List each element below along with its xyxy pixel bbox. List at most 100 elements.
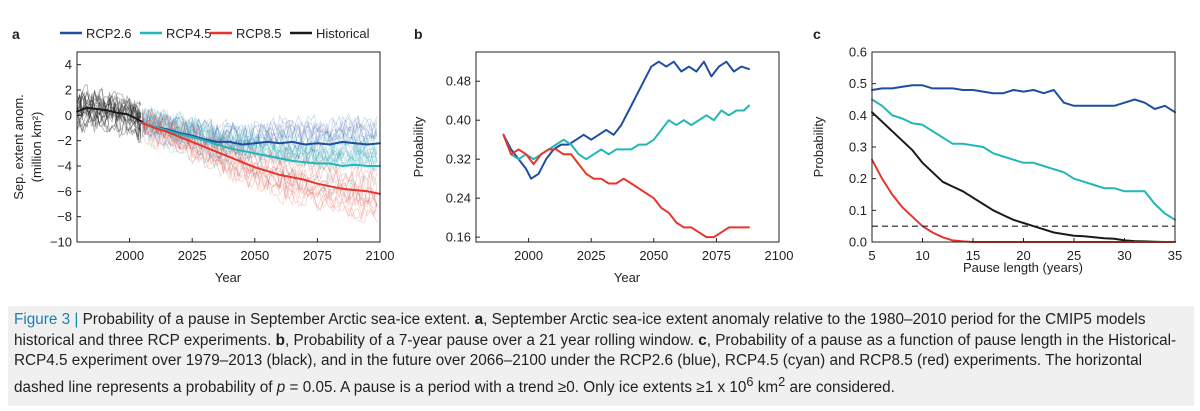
caption-p-symbol: p (276, 378, 286, 396)
legend-label-rcp45: RCP4.5 (166, 26, 212, 41)
x-tick-label: 2050 (240, 248, 269, 263)
y-axis: 0.48 0.40 0.32 0.24 0.16 (446, 74, 480, 245)
figure-caption: Figure 3 | Probability of a pause in Sep… (8, 306, 1194, 406)
ensemble-member-line (76, 88, 142, 115)
ensemble-member-line (76, 107, 142, 138)
ensemble-members (76, 84, 378, 223)
x-tick-label: 2050 (639, 248, 668, 263)
ensemble-member-line (141, 117, 378, 164)
ensemble-member-line (141, 122, 378, 220)
y-tick-label: 2 (65, 83, 72, 98)
panel-a: 2000 2025 2050 2075 2100 4 2 0 −2 −4 −6 −8 −10 Year… (11, 51, 394, 285)
plot-frame (475, 51, 780, 243)
ensemble-member-line (141, 111, 378, 165)
ensemble-member-line (141, 108, 378, 155)
y-tick-label: 0.48 (446, 74, 471, 89)
ensemble-member-line (141, 104, 378, 156)
caption-text: are considered. (785, 378, 895, 396)
figure-3: a b c RCP2.6 RCP4.5 RCP8.5 Historical 20… (11, 26, 1182, 285)
plot-frame (871, 51, 1176, 243)
ensemble-member-line (76, 109, 142, 144)
y-tick-label: −6 (57, 184, 72, 199)
series-line-historical (76, 106, 144, 123)
ensemble-member-line (76, 101, 142, 126)
y-tick-label: −4 (57, 159, 72, 174)
y-tick-label: 0.24 (446, 191, 471, 206)
y-tick-label: −8 (57, 209, 72, 224)
y-axis-label: Probability (811, 116, 826, 177)
y-tick-label: 0.4 (849, 108, 867, 123)
ensemble-member-line (141, 108, 378, 186)
ensemble-member-line (141, 127, 378, 202)
x-tick-label: 2000 (115, 248, 144, 263)
series-group (502, 60, 750, 239)
ensemble-member-line (141, 114, 378, 205)
caption-text: km (753, 378, 779, 396)
x-axis: 2000 2025 2050 2075 2100 (514, 238, 793, 263)
x-axis-label: Year (614, 270, 641, 285)
series-line-rcp26 (141, 121, 381, 146)
ensemble-member-line (76, 95, 142, 126)
y-tick-label: −2 (57, 133, 72, 148)
ensemble-member-line (141, 108, 378, 141)
series-line-rcp45 (871, 98, 1176, 221)
panel-letter-a: a (12, 26, 20, 42)
y-tick-label: 0.5 (849, 76, 867, 91)
y-tick-label: 0.32 (446, 152, 471, 167)
caption-text: Probability of a pause in September Arct… (78, 311, 475, 328)
y-tick-label: 0 (65, 108, 72, 123)
x-tick-label: 2025 (178, 248, 207, 263)
ensemble-member-line (141, 112, 378, 164)
x-tick-label: 2100 (366, 248, 395, 263)
ensemble-member-line (141, 108, 378, 143)
caption-panel-a: a (474, 311, 484, 328)
series-line-rcp45 (141, 121, 381, 167)
y-axis-label: Sep. extent anom. (11, 94, 26, 200)
ensemble-member-line (141, 119, 378, 157)
ensemble-member-line (141, 118, 378, 171)
ensemble-member-line (76, 95, 142, 130)
y-tick-label: 0.2 (849, 171, 867, 186)
ensemble-member-line (141, 117, 378, 209)
ensemble-member-line (141, 127, 378, 221)
series-line-rcp85 (871, 158, 1176, 243)
x-axis-label: Year (215, 270, 242, 285)
plot-frame (76, 51, 381, 243)
ensemble-member-line (141, 116, 378, 165)
x-tick-label: 2075 (303, 248, 332, 263)
caption-text: , Probability of a 7-year pause over a 2… (284, 331, 699, 349)
ensemble-member-line (141, 107, 378, 188)
legend: RCP2.6 RCP4.5 RCP8.5 Historical (60, 26, 370, 41)
ensemble-member-line (141, 110, 378, 156)
ensemble-member-line (141, 120, 378, 202)
y-tick-label: 4 (65, 57, 72, 72)
caption-panel-b: b (275, 331, 285, 349)
ensemble-member-line (141, 108, 378, 168)
ensemble-member-line (76, 89, 142, 120)
caption-text: = 0.05. A pause is a period with a trend… (285, 378, 747, 396)
ensemble-member-line (76, 94, 142, 125)
legend-label-historical: Historical (316, 26, 370, 41)
caption-text: , Probability of a pause as a function o… (14, 331, 1177, 396)
y-tick-label: 0.0 (849, 235, 867, 250)
series-group (76, 106, 381, 195)
ensemble-member-line (142, 123, 378, 223)
caption-superscript: 6 (746, 373, 754, 389)
x-tick-label: 5 (868, 248, 875, 263)
ensemble-member-line (141, 113, 378, 148)
y-axis-label-units: (million km²) (29, 112, 44, 183)
x-tick-label: 25 (1067, 248, 1081, 263)
ensemble-member-line (76, 91, 142, 122)
x-axis: 5 10 15 20 25 30 35 (868, 238, 1182, 263)
caption-lead: Figure 3 | (14, 311, 79, 328)
caption-panel-c: c (698, 331, 707, 349)
panel-letter-b: b (414, 26, 423, 42)
x-tick-label: 15 (966, 248, 980, 263)
series-line-rcp85 (141, 121, 381, 195)
ensemble-member-line (76, 96, 142, 120)
x-axis: 2000 2025 2050 2075 2100 (115, 238, 394, 263)
x-tick-label: 2000 (514, 248, 543, 263)
ensemble-member-line (76, 84, 142, 117)
ensemble-member-line (141, 126, 378, 195)
ensemble-member-line (141, 110, 378, 170)
